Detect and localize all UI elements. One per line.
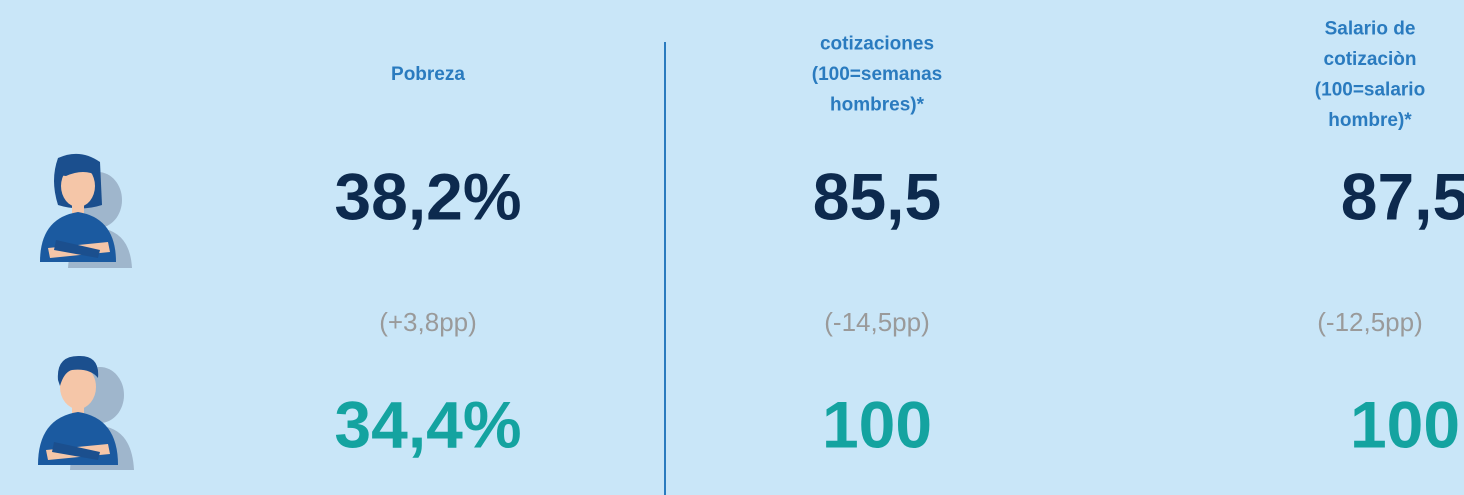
woman-icon: [40, 153, 132, 268]
column-header: (100=semanas: [812, 64, 942, 85]
column-header: cotizaciones: [820, 34, 934, 55]
women-value: 87,5: [1341, 159, 1464, 233]
difference: (-14,5pp): [824, 307, 930, 337]
column-header: cotizaciòn: [1324, 49, 1417, 70]
column-header: (100=salario: [1315, 79, 1425, 100]
men-value: 100: [822, 387, 932, 461]
column-header: hombres)*: [830, 95, 925, 116]
man-icon: [38, 355, 134, 470]
difference: (+3,8pp): [379, 307, 477, 337]
women-value: 85,5: [813, 159, 941, 233]
column-header: Salario de: [1325, 18, 1416, 39]
women-value: 38,2%: [334, 159, 521, 233]
men-value: 34,4%: [334, 387, 521, 461]
men-value: 100: [1350, 387, 1460, 461]
difference: (-12,5pp): [1317, 307, 1423, 337]
column-header: Pobreza: [391, 64, 465, 85]
column-header: hombre)*: [1328, 110, 1412, 131]
